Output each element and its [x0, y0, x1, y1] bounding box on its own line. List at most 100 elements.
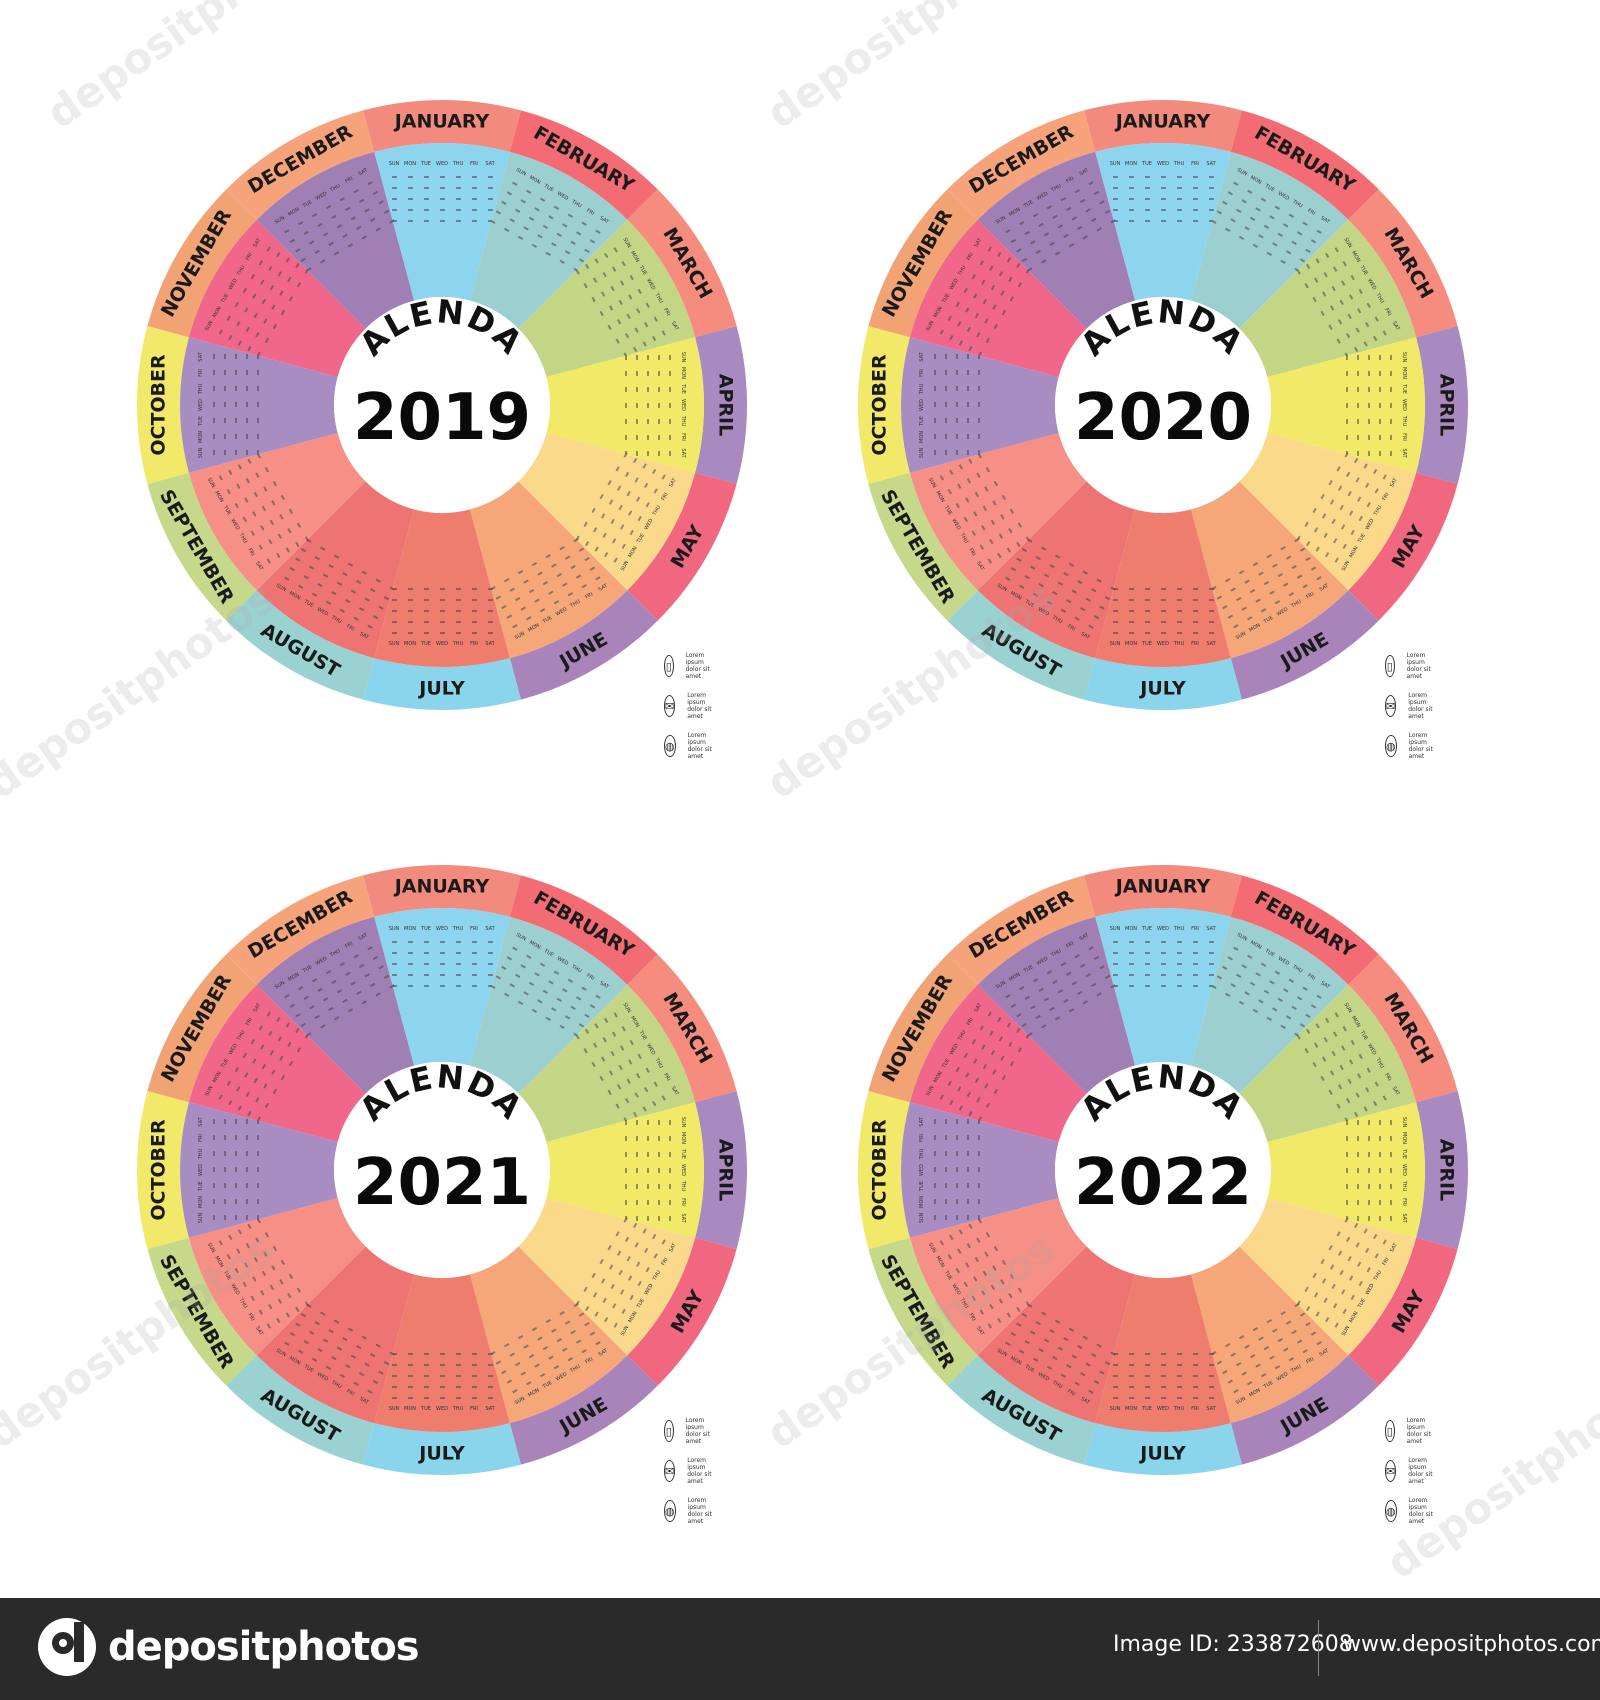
day-mark: [593, 277, 598, 283]
day-mark: [990, 285, 995, 291]
day-mark: [213, 370, 215, 375]
day-mark: [237, 1105, 242, 1111]
day-mark: [1296, 1339, 1303, 1344]
day-mark: [263, 318, 268, 324]
day-mark: [1269, 590, 1275, 595]
day-mark: [504, 227, 510, 233]
day-mark: [424, 621, 429, 623]
weekday-sun: SUN: [1236, 932, 1248, 943]
day-mark: [658, 403, 660, 408]
day-mark: [456, 209, 461, 211]
day-mark: [1052, 214, 1058, 219]
day-mark: [309, 565, 315, 570]
day-mark: [1085, 1362, 1091, 1367]
weekday-wed: WED: [555, 1371, 568, 1382]
weekday-wed: WED: [1276, 606, 1289, 617]
day-mark: [1283, 223, 1289, 228]
day-mark: [1090, 588, 1097, 593]
day-mark: [1001, 494, 1007, 501]
day-mark: [1193, 209, 1198, 211]
day-mark: [295, 1306, 300, 1313]
day-mark: [992, 500, 997, 506]
day-mark: [440, 974, 445, 976]
day-mark: [342, 1337, 348, 1342]
day-mark: [258, 544, 263, 550]
day-mark: [226, 315, 231, 321]
day-mark: [583, 1048, 588, 1054]
day-mark: [509, 1352, 515, 1357]
day-mark: [1193, 621, 1198, 623]
day-mark: [1315, 1311, 1320, 1317]
weekday-mon: MON: [1348, 1310, 1359, 1324]
day-mark: [957, 1086, 962, 1092]
day-mark: [1390, 1216, 1392, 1221]
day-mark: [1010, 238, 1017, 243]
day-mark: [383, 974, 390, 979]
day-mark: [1342, 1308, 1347, 1314]
day-mark: [1249, 1354, 1256, 1359]
day-mark: [339, 962, 345, 967]
day-mark: [985, 1102, 991, 1108]
day-mark: [1016, 1322, 1022, 1327]
day-mark: [934, 402, 936, 407]
day-mark: [1145, 176, 1150, 178]
day-mark: [985, 467, 991, 473]
day-mark: [440, 1397, 445, 1399]
day-mark: [629, 529, 634, 536]
day-mark: [1346, 419, 1348, 424]
day-mark: [1379, 1136, 1381, 1141]
depositphotos-logo[interactable]: depositphotos: [38, 1618, 420, 1676]
day-mark: [295, 557, 301, 562]
day-mark: [621, 1308, 626, 1314]
day-mark: [213, 354, 215, 359]
weekday-tue: TUE: [1141, 926, 1152, 932]
day-mark: [1277, 573, 1283, 578]
day-mark: [1283, 1347, 1289, 1352]
day-mark: [625, 419, 627, 424]
day-mark: [1346, 1136, 1348, 1141]
weekday-fri: FRI: [470, 161, 478, 167]
day-mark: [1258, 234, 1264, 239]
weekday-sun: SUN: [919, 1212, 925, 1223]
weekday-tue: TUE: [919, 416, 925, 427]
day-mark: [637, 515, 642, 522]
weekday-wed: WED: [1276, 1371, 1289, 1382]
day-mark: [235, 402, 237, 407]
day-mark: [976, 332, 981, 338]
weekday-thu: THU: [651, 504, 662, 517]
day-mark: [637, 1280, 642, 1287]
day-mark: [934, 1199, 936, 1204]
day-mark: [626, 491, 631, 497]
day-mark: [271, 304, 276, 310]
weekday-wed: WED: [1277, 191, 1290, 202]
day-mark: [1025, 1301, 1031, 1307]
day-mark: [1193, 974, 1198, 976]
site-link[interactable]: www.depositphotos.com: [1343, 1632, 1600, 1657]
weekday-mon: MON: [212, 1070, 223, 1084]
day-mark: [947, 1254, 952, 1260]
day-mark: [1357, 371, 1359, 376]
day-mark: [268, 265, 273, 272]
weekday-thu: THU: [651, 1269, 662, 1282]
weekday-sun: SUN: [1401, 1117, 1407, 1128]
day-mark: [358, 963, 365, 968]
day-mark: [1255, 598, 1261, 603]
day-mark: [1368, 451, 1370, 456]
day-mark: [235, 354, 237, 359]
weekday-sat: SAT: [1319, 583, 1331, 593]
day-mark: [526, 616, 532, 621]
day-mark: [539, 608, 546, 613]
day-mark: [636, 435, 638, 440]
day-mark: [303, 575, 309, 580]
day-mark: [1088, 624, 1094, 629]
day-mark: [591, 507, 596, 514]
day-mark: [1177, 1397, 1182, 1399]
month-ring-april: [695, 326, 747, 484]
weekday-fri: FRI: [967, 547, 976, 557]
month-ring-january: [1084, 100, 1242, 152]
day-mark: [1330, 1070, 1335, 1076]
